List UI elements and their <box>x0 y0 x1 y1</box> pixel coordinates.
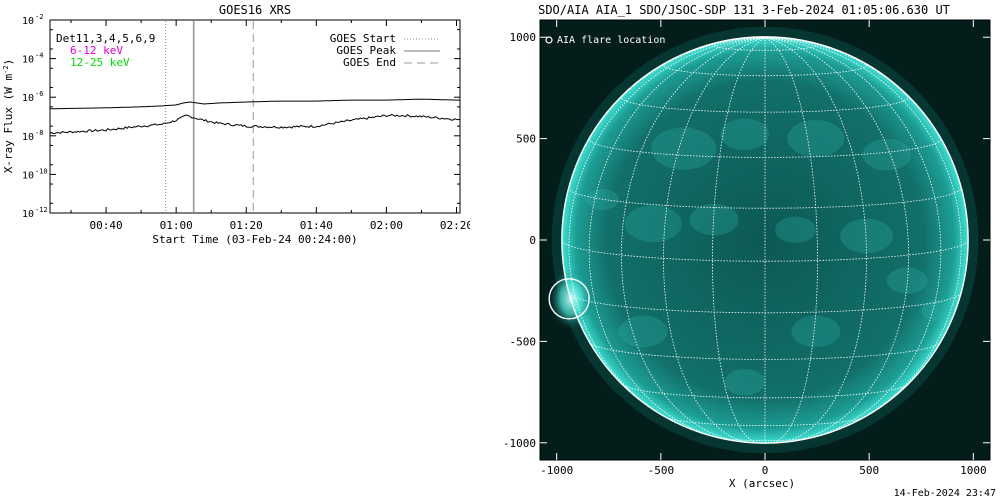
goes-y-tick-label: 10 <box>22 209 34 220</box>
goes-x-tick-label: 01:20 <box>230 219 263 232</box>
aia-grid-longitude-line <box>764 37 962 428</box>
aia-grid-latitude-line <box>716 437 814 441</box>
aia-grid-longitude-line <box>588 37 766 441</box>
aia-active-region <box>618 315 668 348</box>
goes-y-tick-exponent: -6 <box>35 90 43 98</box>
goes-event-markers <box>165 21 254 212</box>
aia-active-regions <box>586 118 954 396</box>
aia-x-tick-label: 0 <box>762 464 769 477</box>
aia-active-region <box>651 127 717 170</box>
aia-x-tick-label: -1000 <box>540 464 573 477</box>
aia-grid-latitude-line <box>588 137 942 158</box>
aia-chart-title: SDO/AIA AIA_1 SDO/JSOC-SDP 131 3-Feb-202… <box>538 3 950 17</box>
aia-legend-circle-icon <box>545 36 553 44</box>
aia-grid-longitude-line <box>568 37 766 428</box>
goes-y-tick-label: 10 <box>22 93 34 104</box>
aia-grid-longitude-line <box>561 37 766 241</box>
aia-y-tick-label: 500 <box>516 133 536 146</box>
goes-y-tick-label: 10 <box>22 55 34 66</box>
aia-x-axis-label: X (arcsec) <box>729 477 795 490</box>
goes-series-short-line <box>49 113 461 135</box>
footer-timestamp: 14-Feb-2024 23:47 <box>893 488 996 499</box>
aia-active-region <box>921 300 954 322</box>
aia-grid-longitude-line <box>764 37 868 443</box>
aia-x-axis: -1000 -500 0 500 1000 <box>540 20 987 477</box>
goes-y-tick-exponent: -8 <box>35 129 43 137</box>
goes-legend-peak-label: GOES Peak <box>336 44 396 57</box>
aia-grid-longitude-line <box>662 37 766 443</box>
goes-y-axis-label: X-ray Flux (W m-2) <box>2 59 15 173</box>
goes-x-tick-label: 00:40 <box>90 219 123 232</box>
aia-y-tick-label: -500 <box>510 335 537 348</box>
aia-legend-label: AIA flare location <box>557 35 665 46</box>
aia-active-region <box>862 138 912 171</box>
aia-x-tick-label: -500 <box>648 464 675 477</box>
aia-active-region <box>775 216 816 244</box>
aia-grid-longitude-line <box>764 37 942 441</box>
goes-channel-high-label: 12-25 keV <box>70 56 130 69</box>
goes-legend-start-label: GOES Start <box>330 32 396 45</box>
aia-active-region <box>624 205 682 243</box>
goes-y-tick-exponent: -2 <box>35 13 43 21</box>
goes-legend: GOES Start GOES Peak GOES End <box>330 32 440 69</box>
goes-chart-title: GOES16 XRS <box>219 3 291 17</box>
aia-y-axis: -1000 -500 0 500 1000 <box>503 31 990 450</box>
goes-channel-low-label: 6-12 keV <box>70 44 123 57</box>
aia-grid-longitude-line <box>711 37 766 444</box>
aia-grid-latitude-line <box>665 416 865 427</box>
aia-solar-disk <box>561 36 969 444</box>
goes-plot-frame <box>49 19 461 214</box>
goes-x-axis-label: Start Time (03-Feb-24 00:24:00) <box>152 233 357 246</box>
goes-x-tick-label: 01:40 <box>300 219 333 232</box>
goes-series-long-line <box>49 98 460 110</box>
aia-active-region <box>840 218 893 254</box>
goes-detectors-label: Det11,3,4,5,6,9 <box>56 32 155 45</box>
goes-x-tick-label: 02:20 <box>440 219 470 232</box>
aia-x-tick-label: 500 <box>859 464 879 477</box>
aia-y-tick-label: 1000 <box>510 31 537 44</box>
aia-grid-longitude-line <box>764 37 819 444</box>
aia-grid-latitude-line <box>568 187 962 209</box>
aia-y-tick-label: 0 <box>529 234 536 247</box>
aia-active-region <box>791 315 841 348</box>
aia-grid-longitude-line <box>764 37 910 443</box>
goes-series-lines <box>49 98 461 135</box>
goes-legend-end-label: GOES End <box>343 56 396 69</box>
goes-x-axis: 00:40 01:00 01:20 01:40 02:00 02:20 <box>70 20 470 232</box>
aia-active-region <box>787 119 845 157</box>
goes-x-tick-label: 01:00 <box>160 219 193 232</box>
aia-active-region <box>720 118 770 151</box>
goes-y-tick-label: 10 <box>22 132 34 143</box>
aia-active-region <box>689 203 739 236</box>
aia-image-chart: SDO/AIA AIA_1 SDO/JSOC-SDP 131 3-Feb-202… <box>503 3 991 490</box>
goes-y-tick-label: 10 <box>22 170 34 181</box>
goes-x-tick-label: 02:00 <box>370 219 403 232</box>
goes-y-tick-exponent: -4 <box>35 52 43 60</box>
aia-x-tick-label: 1000 <box>960 464 987 477</box>
goes-y-tick-exponent: -12 <box>35 206 48 214</box>
aia-grid-longitude-line <box>764 37 969 241</box>
aia-grid-longitude-line <box>620 37 766 443</box>
aia-active-region <box>724 368 765 396</box>
aia-grid-latitude-line <box>589 342 941 360</box>
aia-grid-latitude-line <box>561 239 969 262</box>
goes-y-tick-label: 10 <box>22 16 34 27</box>
aia-flare-location-marker <box>548 278 590 320</box>
aia-y-tick-label: -1000 <box>503 437 536 450</box>
goes-y-tick-exponent: -10 <box>35 167 48 175</box>
aia-solar-limb <box>561 36 969 444</box>
